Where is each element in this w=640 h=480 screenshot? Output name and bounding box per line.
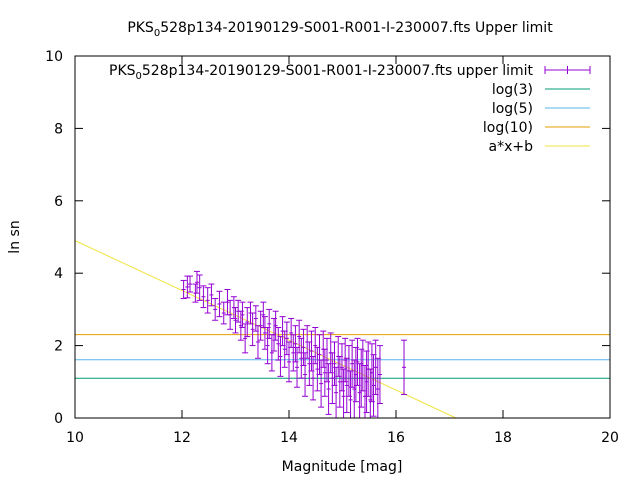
data-point xyxy=(283,321,290,356)
data-point xyxy=(354,337,361,386)
legend-entry-log5: log(5) xyxy=(492,101,590,117)
data-point xyxy=(187,275,194,293)
data-point xyxy=(370,354,377,417)
x-tick-label: 16 xyxy=(387,430,405,446)
y-tick-label: 2 xyxy=(54,339,63,355)
y-tick-label: 8 xyxy=(54,121,63,137)
data-point xyxy=(316,334,323,376)
data-point xyxy=(401,339,408,395)
legend-label: log(3) xyxy=(492,82,533,98)
y-tick-label: 4 xyxy=(54,266,63,282)
data-point xyxy=(227,299,234,330)
data-point xyxy=(180,279,187,300)
y-axis-label: ln sn xyxy=(7,220,23,253)
data-point xyxy=(266,308,273,339)
data-point xyxy=(212,298,219,321)
x-tick-label: 12 xyxy=(173,430,191,446)
data-point xyxy=(220,301,227,325)
y-tick-label: 6 xyxy=(54,194,63,210)
data-point xyxy=(318,359,325,408)
x-tick-label: 10 xyxy=(66,430,84,446)
data-point xyxy=(272,310,279,341)
data-point xyxy=(208,283,215,307)
data-point xyxy=(200,285,207,309)
data-point xyxy=(261,316,268,350)
data-point xyxy=(204,287,211,314)
legend-label: log(5) xyxy=(492,101,533,117)
data-point xyxy=(257,310,264,341)
data-point xyxy=(196,274,203,301)
fit-line-group xyxy=(74,240,457,419)
data-point xyxy=(254,325,261,359)
data-point xyxy=(184,275,191,299)
data-point xyxy=(329,352,336,405)
data-point xyxy=(249,312,256,347)
x-axis-label: Magnitude [mag] xyxy=(282,459,403,475)
x-tick-label: 18 xyxy=(494,430,512,446)
plot-border xyxy=(74,55,611,419)
data-point xyxy=(242,323,249,354)
data-points xyxy=(180,270,408,419)
legend-entry-points: PKS0528p134-20190129-S001-R001-I-230007.… xyxy=(109,63,591,82)
data-point xyxy=(252,305,259,332)
y-tick-label: 10 xyxy=(45,49,63,65)
legend-entry-log3: log(3) xyxy=(492,82,590,98)
data-point xyxy=(312,327,319,365)
fit-line xyxy=(74,240,457,419)
legend-label: a*x+b xyxy=(489,139,534,155)
data-point xyxy=(244,307,251,338)
chart-title: PKS0528p134-20190129-S001-R001-I-230007.… xyxy=(127,20,553,39)
data-point xyxy=(216,290,223,318)
legend-entry-log10: log(10) xyxy=(483,120,590,136)
data-point xyxy=(239,301,246,328)
data-point xyxy=(321,348,328,397)
y-tick-label: 0 xyxy=(54,411,63,427)
legend: PKS0528p134-20190129-S001-R001-I-230007.… xyxy=(109,63,591,155)
legend-entry-fit: a*x+b xyxy=(489,139,590,155)
data-point xyxy=(376,345,383,405)
data-point xyxy=(325,363,332,415)
legend-label: PKS0528p134-20190129-S001-R001-I-230007.… xyxy=(109,63,534,82)
data-point xyxy=(232,307,239,334)
legend-label: log(10) xyxy=(483,120,533,136)
x-tick-label: 20 xyxy=(601,430,619,446)
reference-lines xyxy=(75,334,610,379)
x-tick-label: 14 xyxy=(280,430,298,446)
